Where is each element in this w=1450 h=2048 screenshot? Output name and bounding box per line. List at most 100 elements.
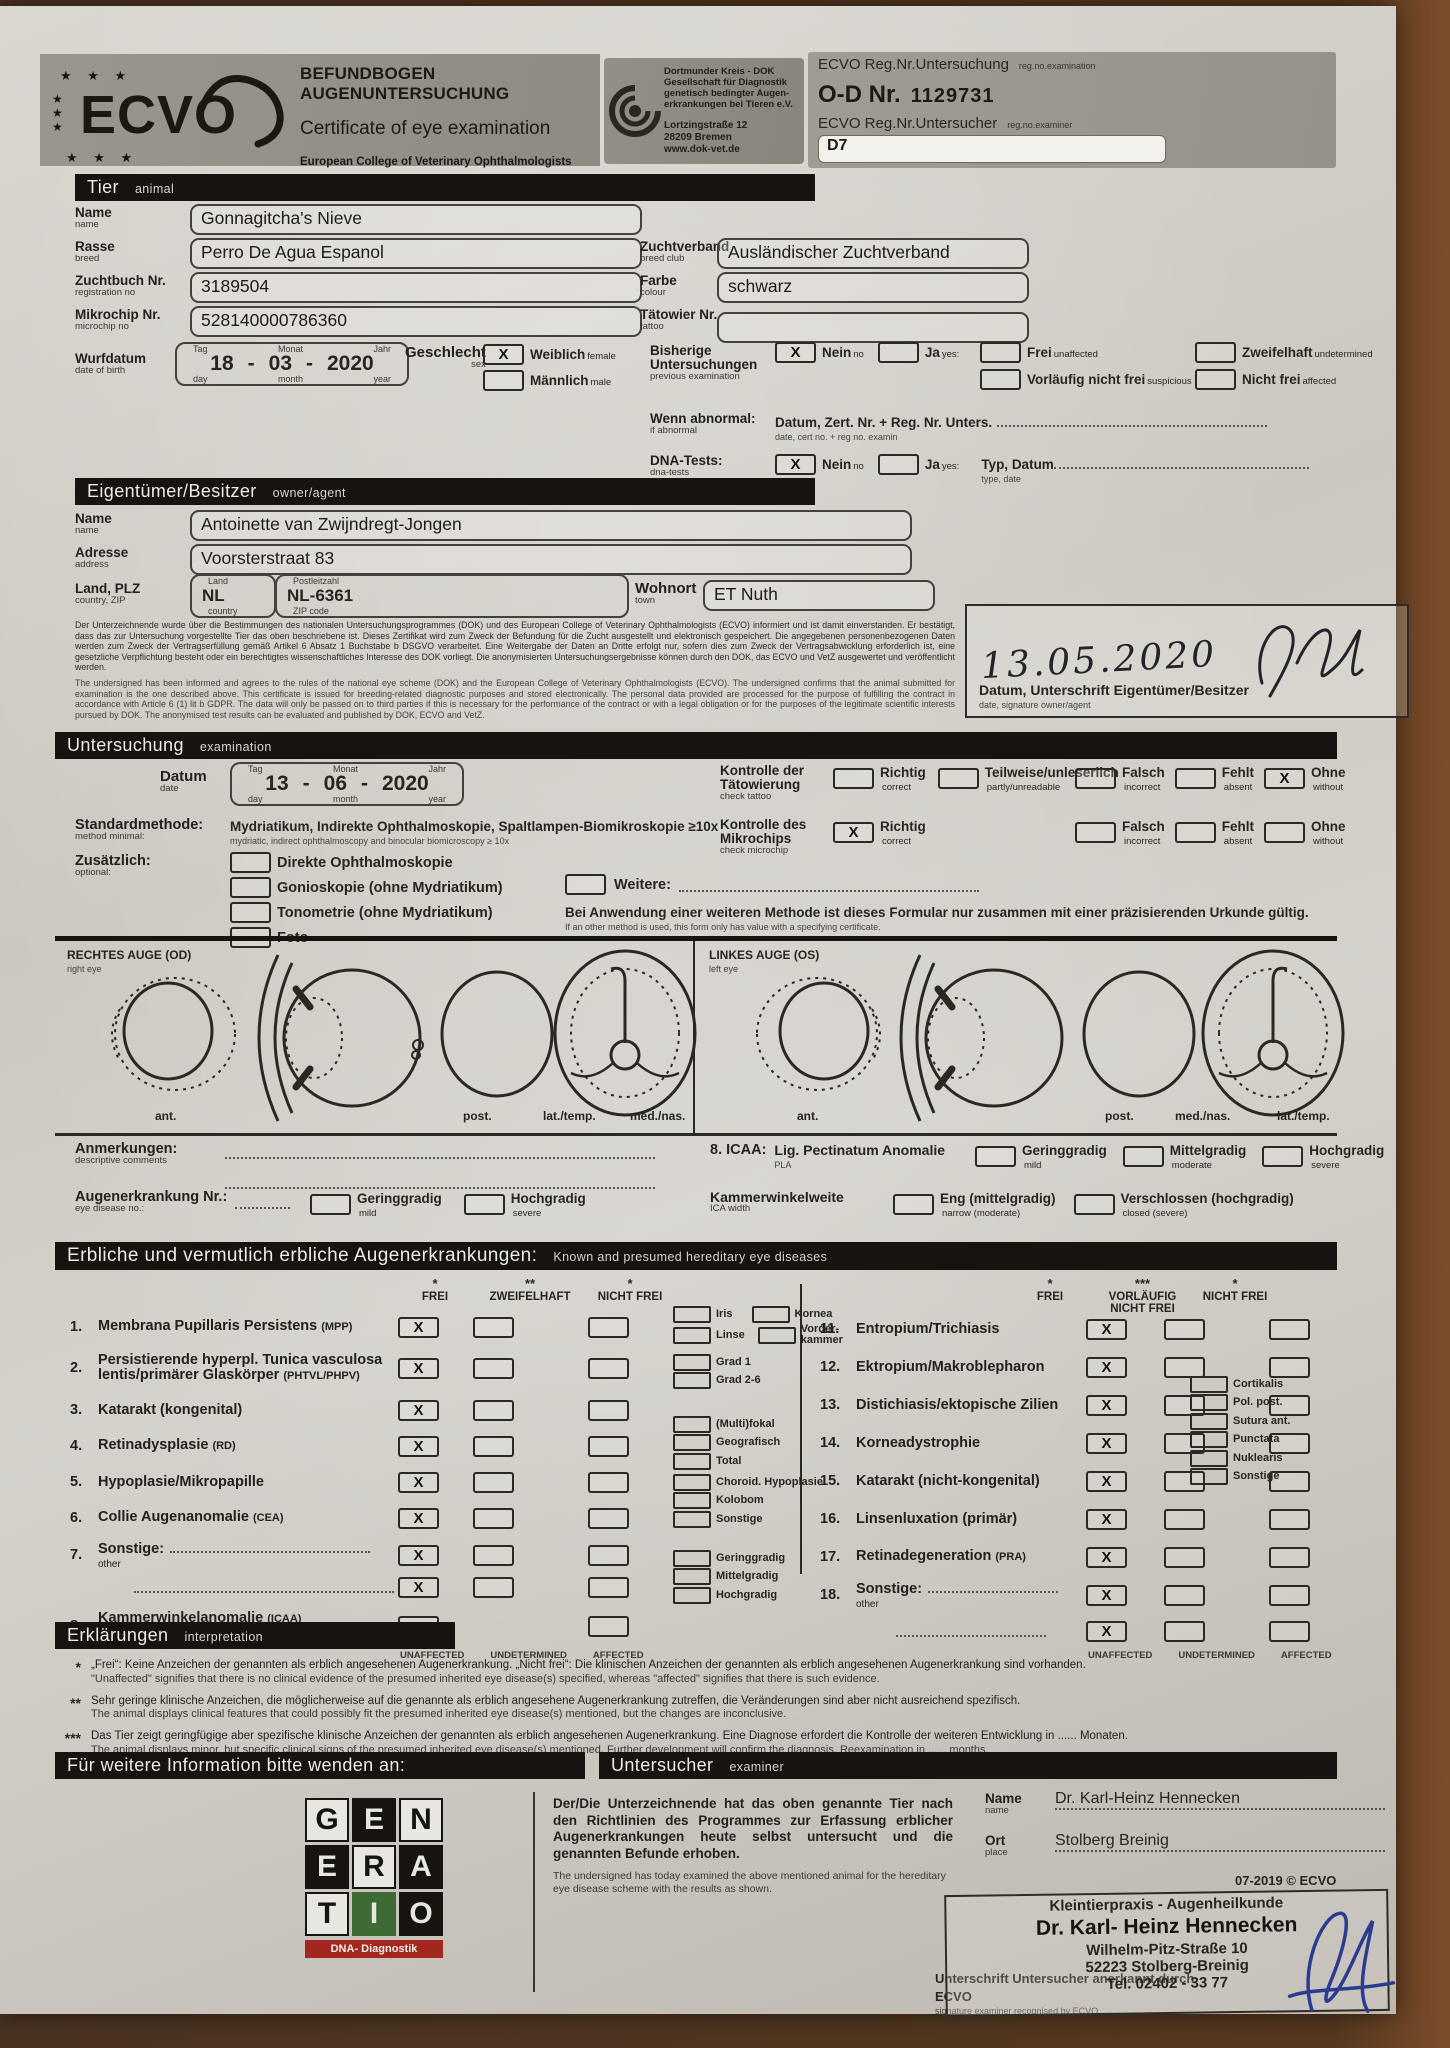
dok-eye-logo <box>609 85 661 137</box>
comments-dotted-line-2 <box>225 1174 655 1189</box>
owner-name-field: Antoinette van Zwijndregt-Jongen <box>190 510 912 541</box>
town-value: ET Nuth <box>714 584 778 604</box>
nichtfrei-checkbox <box>588 1357 629 1379</box>
dok-box: Dortmunder Kreis - DOK Gesellschaft für … <box>604 58 804 164</box>
branch-label: Sonstige <box>1233 1470 1280 1482</box>
interpretation-title-en: interpretation <box>184 1630 264 1644</box>
examiner-place-label: Ort place <box>985 1833 1008 1858</box>
dna-type-label-en: type, date <box>981 474 1021 484</box>
row-num: 11. <box>820 1320 840 1337</box>
frei-checkbox: X <box>1086 1470 1127 1492</box>
disease-row-korneadystrophie: 14. Korneadystrophie X <box>820 1426 1340 1460</box>
examiner-bar: Untersucher examiner <box>599 1752 1337 1779</box>
colour-field: schwarz <box>717 272 1029 303</box>
branch-label: Pol. post. <box>1233 1396 1283 1408</box>
frei-checkbox: X <box>1086 1546 1127 1568</box>
branch-box <box>673 1326 711 1344</box>
chip-falsch-option: Falsch incorrect <box>1075 818 1165 847</box>
checkbox <box>1264 822 1306 843</box>
zweifelhaft-checkbox <box>1195 342 1236 363</box>
header-titles: BEFUNDBOGEN AUGENUNTERSUCHUNG Certificat… <box>300 64 600 168</box>
branch-box <box>673 1415 711 1433</box>
unaffected-footer: UNAFFECTED <box>1088 1650 1153 1661</box>
owner-signature-box: 13.05.2020 Datum, Unterschrift Eigentüme… <box>965 604 1409 718</box>
icaa-hochgradig-option: Hochgradig severe <box>1262 1142 1384 1171</box>
interpretation-bar: Erklärungen interpretation <box>55 1622 455 1649</box>
previous-nichtfrei-option: Nicht frei affected <box>1195 369 1373 390</box>
footnote-mark: *** <box>64 1730 81 1746</box>
disease-row-entropium: 11. Entropium/Trichiasis X <box>820 1312 1340 1346</box>
phtvl-branch: Grad 1 Grad 2-6 <box>673 1352 761 1391</box>
branch-label: Mittelgradig <box>716 1570 779 1582</box>
branch-box <box>1190 1431 1228 1448</box>
reg-examiner-label: ECVO Reg.Nr.Untersucher <box>818 115 998 132</box>
owner-address-value: Voorsterstraat 83 <box>201 548 335 568</box>
abnormal-line-label-en: date, cert no. + reg no. examin <box>775 432 898 442</box>
breed-club-label: Zuchtverband breed club <box>640 239 730 264</box>
od-ant-label: ant. <box>155 1109 177 1123</box>
unit-day-en: day <box>193 374 208 384</box>
checkbox <box>937 768 979 789</box>
owner-sign-date: 13.05.2020 <box>980 633 1219 688</box>
row-num: 17. <box>820 1548 841 1565</box>
zip-value: NL-6361 <box>287 586 354 605</box>
tonometrie-option: Tonometrie (ohne Mydriatikum) <box>230 902 503 923</box>
undetermined-footer: UNDETERMINED <box>490 1650 567 1661</box>
frei-checkbox: X <box>1086 1508 1127 1530</box>
branch-box <box>673 1452 711 1470</box>
row-num: 12. <box>820 1358 841 1375</box>
od-nr-label: O-D Nr. <box>818 81 901 108</box>
exam-date-field: Tag Monat Jahr 13-06-2020 day month year <box>230 762 464 806</box>
dna-yes-option: Ja yes: <box>877 454 959 475</box>
examiner-bar-title-en: examiner <box>729 1760 785 1774</box>
branch-label: Total <box>716 1454 742 1467</box>
reg-exam-label: ECVO Reg.Nr.Untersuchung <box>818 56 1009 73</box>
od-post-label: post. <box>463 1109 492 1123</box>
examiner-name-value: Dr. Karl-Heinz Hennecken <box>1055 1790 1240 1807</box>
os-ant-label: ant. <box>797 1109 819 1123</box>
info-bar-title: Für weitere Information bitte wenden an: <box>67 1755 406 1775</box>
ecvo-eye-swoosh <box>198 75 284 148</box>
row-num: 6. <box>70 1509 83 1526</box>
examiner-place-value: Stolberg Breinig <box>1055 1832 1169 1849</box>
comments-dotted-line-1 <box>225 1144 655 1159</box>
practice-stamp: Kleintierpraxis - Augenheilkunde Dr. Kar… <box>944 1888 1396 2018</box>
male-label: Männlich <box>530 372 589 388</box>
branch-label: Hochgradig <box>716 1588 778 1601</box>
frei-checkbox: X <box>1086 1432 1127 1454</box>
row-label: Hypoplasie/Mikropapille <box>98 1473 264 1490</box>
branch-box <box>673 1510 711 1528</box>
diseases-table: * FREI ** ZWEIFELHAFT * NICHT FREI * FREI **… <box>55 1276 1340 1661</box>
abnormal-dotted-line <box>996 412 1267 427</box>
disease-row-phtvl: 2. Persistierende hyperpl. Tunica vascul… <box>70 1346 670 1390</box>
nichtfrei-checkbox <box>588 1576 629 1598</box>
right-eye-posterior-diagram <box>440 970 554 1098</box>
registration-field: 3189504 <box>190 272 642 303</box>
row-label: Membrana Pupillaris Persistens (MPP) <box>98 1318 353 1334</box>
zweifelhaft-checkbox <box>473 1316 514 1338</box>
direkte-ophthalmoskopie-option: Direkte Ophthalmoskopie <box>230 852 503 873</box>
disease-row-sonstige-right-1: 18. Sonstige: other X <box>820 1578 1340 1612</box>
branch-label: Linse <box>716 1328 745 1341</box>
nichtfrei-checkbox <box>1269 1356 1310 1378</box>
frei-checkbox <box>980 342 1021 363</box>
row-num: 15. <box>820 1472 841 1489</box>
info-bar: Für weitere Information bitte wenden an: <box>55 1752 585 1779</box>
dok-address-city: 28209 Bremen <box>664 132 732 143</box>
footer-divider <box>533 1792 535 1992</box>
branch-label: (Multi)fokal <box>716 1417 775 1430</box>
owner-name-value: Antoinette van Zwijndregt-Jongen <box>201 514 462 534</box>
dna-yes-checkbox <box>877 454 919 475</box>
other-method-note: Bei Anwendung einer weiteren Methode ist… <box>565 905 1309 920</box>
section-owner: Eigentümer/Besitzer owner/agent Name name… <box>75 478 1409 720</box>
nichtfrei-checkbox <box>1269 1432 1310 1454</box>
branch-box <box>673 1586 711 1604</box>
branch-box <box>1190 1394 1228 1411</box>
standard-method-text: Mydriatikum, Indirekte Ophthalmoskopie, … <box>230 819 719 834</box>
checkbox <box>975 1146 1016 1167</box>
breed-label: Rasse breed <box>75 239 115 264</box>
legal-text-english: The undersigned has been informed and ag… <box>75 678 955 720</box>
row-label <box>856 1622 1086 1641</box>
female-label-en: female <box>587 350 616 362</box>
dna-no-option: X Nein no <box>775 454 864 475</box>
